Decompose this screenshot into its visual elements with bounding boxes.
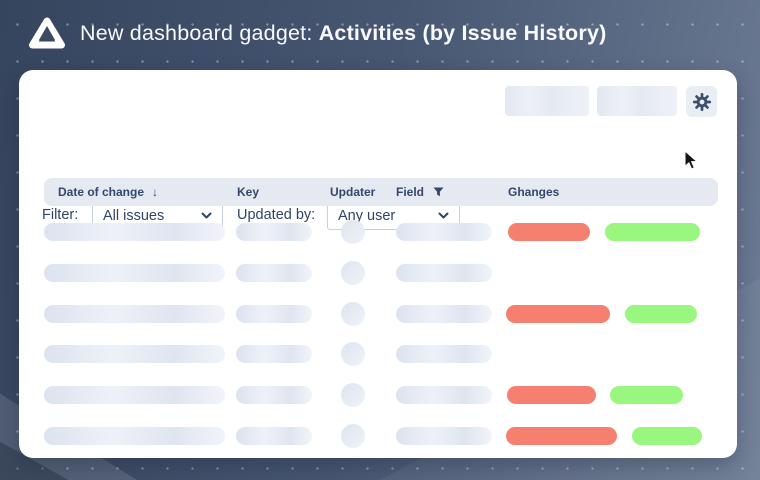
skeleton-field-cell: [396, 386, 492, 404]
updater-avatar: [341, 383, 365, 407]
removed-change-pill: [507, 386, 596, 404]
chevron-down-icon: [201, 212, 212, 219]
added-change-pill: [605, 223, 700, 241]
added-change-pill: [625, 305, 697, 323]
added-change-pill: [632, 427, 702, 445]
skeleton-field-cell: [396, 223, 492, 241]
skeleton-date-cell: [44, 264, 225, 282]
removed-change-pill: [506, 427, 617, 445]
skeleton-field-cell: [396, 427, 492, 445]
vendor-triangle-logo-icon: [27, 14, 67, 54]
toolbar-skeleton-button[interactable]: [505, 86, 589, 116]
updater-avatar: [341, 261, 365, 285]
gear-icon: [692, 92, 712, 112]
column-header-updater: Updater: [330, 185, 376, 199]
issues-filter-value: All issues: [103, 207, 165, 224]
column-header-ghanges: Ghanges: [508, 185, 560, 199]
skeleton-key-cell: [236, 386, 312, 404]
skeleton-key-cell: [236, 264, 312, 282]
promo-header: New dashboard gadget: Activities (by Iss…: [0, 0, 760, 66]
table-body: [19, 70, 737, 458]
skeleton-field-cell: [396, 345, 492, 363]
removed-change-pill: [506, 305, 610, 323]
updater-avatar: [341, 342, 365, 366]
title-emphasis: Activities (by Issue History): [318, 20, 607, 45]
skeleton-date-cell: [44, 427, 225, 445]
updater-avatar: [341, 424, 365, 448]
added-change-pill: [610, 386, 683, 404]
skeleton-field-cell: [396, 305, 492, 323]
promo-title: New dashboard gadget: Activities (by Iss…: [80, 0, 606, 66]
skeleton-field-cell: [396, 264, 492, 282]
skeleton-key-cell: [236, 305, 312, 323]
table-header-row: Date of change ↓ Key Updater Field Ghang…: [44, 178, 718, 206]
gadget-card: Filter: All issues Updated by: Any user …: [19, 70, 737, 458]
settings-gear-button[interactable]: [686, 86, 717, 117]
skeleton-date-cell: [44, 386, 225, 404]
updater-avatar: [341, 302, 365, 326]
removed-change-pill: [508, 223, 590, 241]
toolbar-skeleton-button[interactable]: [597, 86, 677, 116]
filter-funnel-icon: [433, 187, 444, 197]
sort-descending-arrow-icon: ↓: [152, 185, 159, 199]
title-prefix: New dashboard gadget:: [80, 20, 319, 45]
skeleton-date-cell: [44, 223, 225, 241]
skeleton-date-cell: [44, 345, 225, 363]
skeleton-key-cell: [236, 345, 312, 363]
skeleton-date-cell: [44, 305, 225, 323]
updater-avatar: [341, 220, 365, 244]
chevron-down-icon: [438, 212, 449, 219]
filter-label: Filter:: [42, 207, 79, 223]
column-header-field[interactable]: Field: [396, 178, 444, 206]
column-header-key: Key: [237, 185, 260, 199]
skeleton-key-cell: [236, 223, 312, 241]
column-header-date-of-change[interactable]: Date of change ↓: [58, 178, 158, 206]
updated-by-label: Updated by:: [237, 207, 316, 223]
updated-by-value: Any user: [338, 207, 396, 224]
skeleton-key-cell: [236, 427, 312, 445]
